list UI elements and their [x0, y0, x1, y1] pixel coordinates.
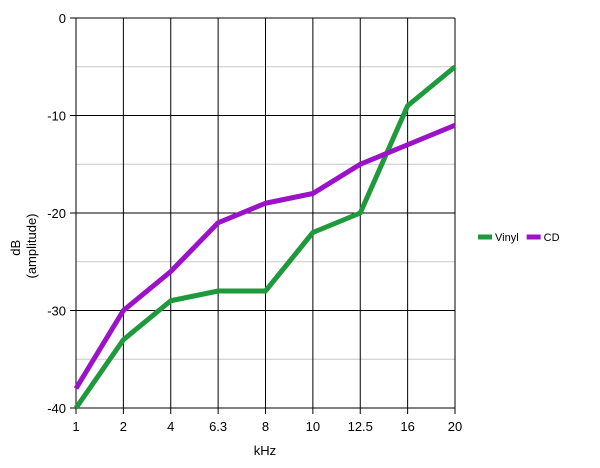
y-tick-label: -30 — [47, 304, 66, 319]
x-tick-label: 4 — [167, 419, 174, 434]
y-tick-label: 0 — [59, 11, 66, 26]
major-gridlines — [70, 17, 456, 414]
y-tick-label: -20 — [47, 206, 66, 221]
y-axis-ticks: 0 -10 -20 -30 -40 — [47, 11, 66, 416]
legend-label-vinyl: Vinyl — [495, 232, 519, 244]
x-tick-label: 12.5 — [348, 419, 373, 434]
x-tick-label: 10 — [306, 419, 320, 434]
x-tick-label: 2 — [120, 419, 127, 434]
y-tick-label: -40 — [47, 401, 66, 416]
x-tick-label: 16 — [400, 419, 414, 434]
y-axis-label-line-2: (amplitude) — [24, 213, 39, 278]
x-tick-label: 20 — [448, 419, 462, 434]
x-tick-label: 8 — [262, 419, 269, 434]
y-tick-label: -10 — [47, 109, 66, 124]
legend-label-cd: CD — [544, 232, 560, 244]
series-line-cd — [73, 122, 456, 390]
x-tick-label: 1 — [72, 419, 79, 434]
series-layer — [73, 64, 457, 410]
series-line-vinyl — [73, 64, 457, 410]
legend: Vinyl CD — [478, 232, 560, 244]
x-axis-ticks: 1 2 4 6.3 8 10 12.5 16 20 — [72, 419, 462, 434]
y-axis-label: dB (amplitude) — [8, 213, 39, 278]
x-tick-label: 6.3 — [209, 419, 227, 434]
x-axis-label: kHz — [254, 443, 276, 458]
y-axis-label-line-1: dB — [8, 240, 23, 256]
